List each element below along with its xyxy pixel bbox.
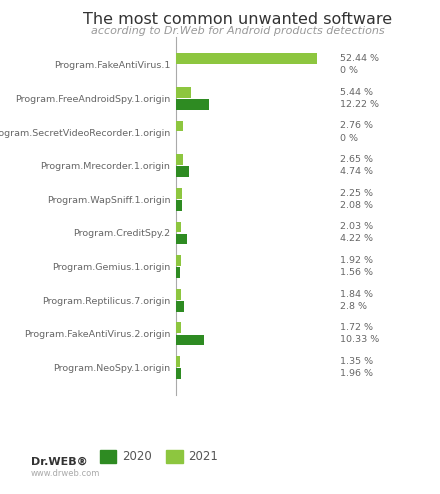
Bar: [176, 188, 182, 199]
Text: 4.22 %: 4.22 %: [340, 235, 373, 244]
Text: 0 %: 0 %: [340, 133, 358, 143]
Bar: [176, 166, 189, 177]
Bar: [176, 255, 181, 266]
Bar: [176, 99, 209, 110]
Bar: [176, 234, 187, 245]
Text: 4.74 %: 4.74 %: [340, 167, 373, 176]
Bar: [176, 356, 180, 367]
Bar: [176, 53, 317, 64]
Bar: [176, 87, 191, 98]
Bar: [176, 368, 181, 379]
Text: 1.72 %: 1.72 %: [340, 323, 373, 332]
Text: Dr.WEB®: Dr.WEB®: [31, 457, 88, 467]
Bar: [176, 323, 181, 333]
Bar: [176, 121, 183, 131]
Text: 1.84 %: 1.84 %: [340, 289, 373, 299]
Text: 2.76 %: 2.76 %: [340, 122, 373, 130]
Bar: [176, 334, 204, 345]
Text: 2.8 %: 2.8 %: [340, 302, 367, 311]
Text: 2.08 %: 2.08 %: [340, 201, 373, 210]
Text: 52.44 %: 52.44 %: [340, 54, 379, 63]
Text: 1.92 %: 1.92 %: [340, 256, 373, 265]
Legend: 2020, 2021: 2020, 2021: [95, 445, 223, 468]
Bar: [176, 289, 181, 299]
Text: 12.22 %: 12.22 %: [340, 100, 379, 109]
Text: 2.25 %: 2.25 %: [340, 189, 373, 198]
Text: 10.33 %: 10.33 %: [340, 335, 379, 344]
Text: www.drweb.com: www.drweb.com: [31, 469, 100, 478]
Bar: [176, 200, 182, 211]
Text: 5.44 %: 5.44 %: [340, 88, 373, 97]
Text: 2.03 %: 2.03 %: [340, 222, 373, 231]
Bar: [176, 221, 181, 232]
Bar: [176, 301, 183, 312]
Text: according to Dr.Web for Android products detections: according to Dr.Web for Android products…: [91, 26, 385, 36]
Text: 1.56 %: 1.56 %: [340, 268, 373, 277]
Text: 0 %: 0 %: [340, 66, 358, 75]
Bar: [176, 154, 183, 165]
Bar: [176, 267, 180, 278]
Text: 1.96 %: 1.96 %: [340, 369, 373, 378]
Text: 1.35 %: 1.35 %: [340, 357, 373, 366]
Text: 2.65 %: 2.65 %: [340, 155, 373, 164]
Text: The most common unwanted software: The most common unwanted software: [83, 12, 392, 27]
